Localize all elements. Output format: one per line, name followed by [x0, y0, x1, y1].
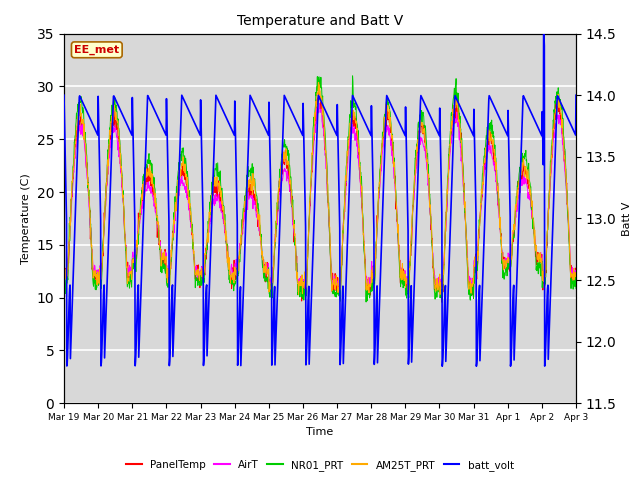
Legend: PanelTemp, AirT, NR01_PRT, AM25T_PRT, batt_volt: PanelTemp, AirT, NR01_PRT, AM25T_PRT, ba…: [122, 456, 518, 475]
X-axis label: Time: Time: [307, 428, 333, 437]
Title: Temperature and Batt V: Temperature and Batt V: [237, 14, 403, 28]
Text: EE_met: EE_met: [74, 45, 120, 55]
Y-axis label: Batt V: Batt V: [622, 201, 632, 236]
Y-axis label: Temperature (C): Temperature (C): [21, 173, 31, 264]
